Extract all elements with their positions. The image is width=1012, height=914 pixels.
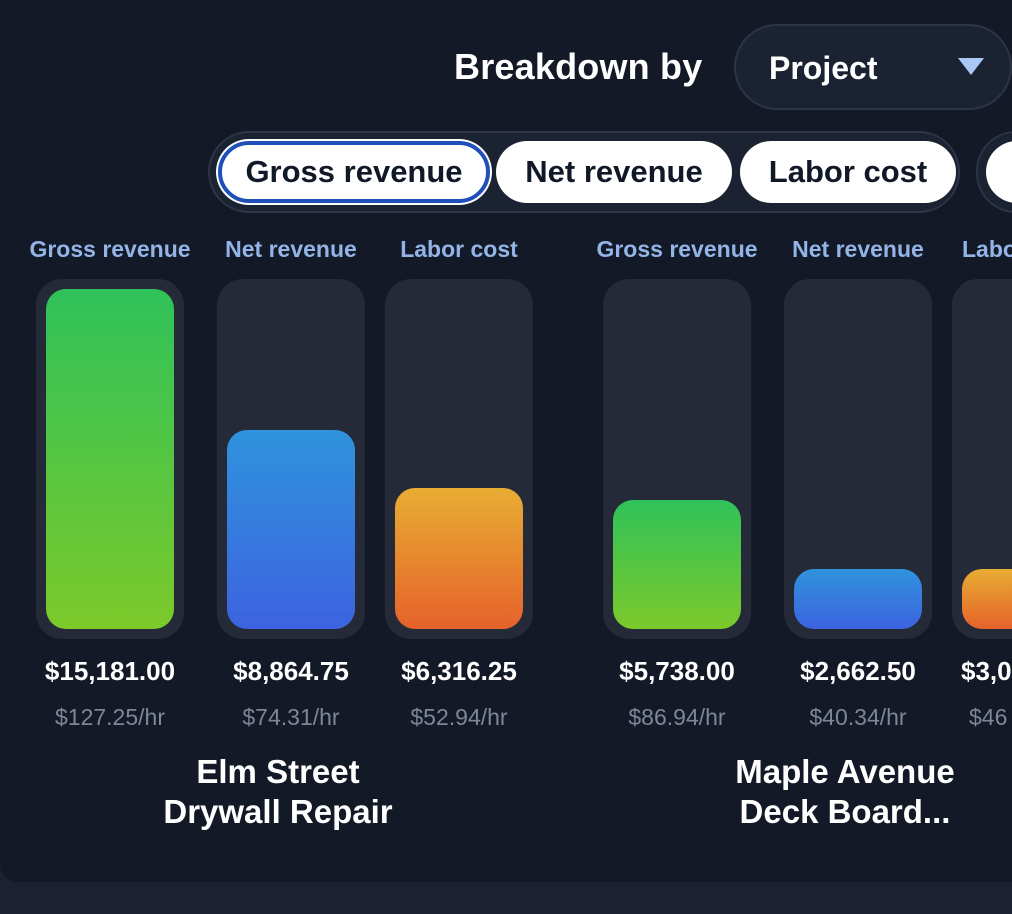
project-name: Elm Street Drywall Repair	[128, 752, 428, 832]
tab-labor-cost[interactable]: Labor cost	[740, 141, 956, 203]
project-name-line1: Maple Avenue	[735, 753, 955, 790]
dropdown-selected-value: Project	[769, 50, 878, 86]
bar-amount: $3,0	[961, 656, 1012, 686]
tab-net-revenue[interactable]: Net revenue	[496, 141, 732, 203]
metric-segmented-control: Gross revenue Net revenue Labor cost	[208, 131, 960, 213]
bar-label-gross-revenue: Gross revenue	[29, 236, 191, 262]
bar-amount: $5,738.00	[619, 656, 735, 686]
bar-gross-revenue[interactable]	[613, 500, 741, 629]
breakdown-panel: Breakdown by Project Gross revenue Net r…	[29, 24, 1012, 832]
bar-track	[217, 279, 365, 639]
bar-rate: $40.34/hr	[809, 704, 907, 730]
caret-down-icon	[958, 58, 984, 75]
bar-rate: $46	[969, 704, 1008, 730]
breakdown-dropdown[interactable]: Project	[734, 24, 1012, 110]
bar-track	[603, 279, 751, 639]
bar-amount: $6,316.25	[401, 656, 517, 686]
bar-label-labor-cost: Labo	[962, 236, 1012, 262]
bar-net-revenue[interactable]	[227, 430, 355, 629]
bar-track	[784, 279, 932, 639]
bar-labor-cost[interactable]	[395, 488, 523, 629]
bar-amount: $15,181.00	[44, 656, 176, 686]
bar-label-net-revenue: Net revenue	[225, 236, 357, 262]
breakdown-title: Breakdown by	[454, 46, 703, 87]
bar-rate: $127.25/hr	[55, 704, 165, 730]
bar-rate: $74.31/hr	[242, 704, 340, 730]
bar-track	[385, 279, 533, 639]
bar-net-revenue[interactable]	[794, 569, 922, 629]
bar-labor-cost[interactable]	[962, 569, 1012, 629]
bar-rate: $52.94/hr	[410, 704, 508, 730]
tab-gross-revenue[interactable]: Gross revenue	[218, 141, 490, 203]
bar-gross-revenue[interactable]	[46, 289, 174, 629]
bar-amount: $2,662.50	[800, 656, 916, 686]
bar-track	[952, 279, 1012, 639]
bar-amount: $8,864.75	[233, 656, 349, 686]
bar-track	[36, 279, 184, 639]
project-name: Maple Avenue Deck Board...	[695, 752, 995, 832]
bar-label-gross-revenue: Gross revenue	[596, 236, 758, 262]
secondary-tab-partial[interactable]	[986, 141, 1012, 203]
bar-label-labor-cost: Labor cost	[400, 236, 518, 262]
bar-label-net-revenue: Net revenue	[792, 236, 924, 262]
project-name-line2: Deck Board...	[739, 793, 951, 830]
project-name-line1: Elm Street	[196, 753, 360, 790]
bar-rate: $86.94/hr	[628, 704, 726, 730]
secondary-segmented-control	[976, 131, 1012, 213]
project-name-line2: Drywall Repair	[163, 793, 393, 830]
